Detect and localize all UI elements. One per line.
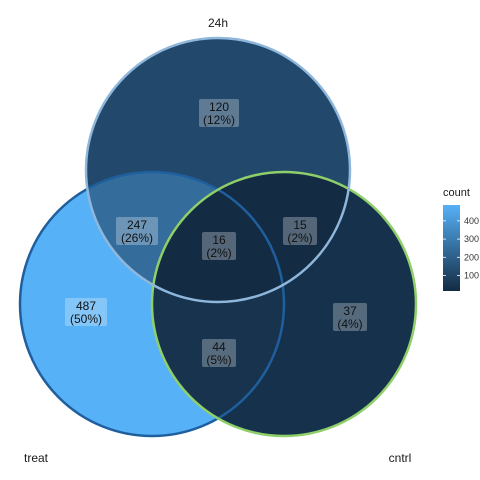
circle-24h: [84, 36, 352, 304]
set-label-treat: treat: [24, 451, 49, 465]
set-label-24h: 24h: [208, 16, 228, 30]
region-label-all-three: 16 (2%): [202, 232, 236, 260]
svg-text:(2%): (2%): [287, 231, 312, 245]
svg-text:(50%): (50%): [70, 312, 102, 326]
legend-colorbar: [443, 205, 460, 291]
legend-ticks: 400 300 200 100: [443, 216, 479, 281]
svg-text:37: 37: [343, 304, 357, 318]
svg-text:(5%): (5%): [206, 353, 231, 367]
circle-treat: [18, 170, 286, 438]
legend-tick-label: 400: [464, 216, 479, 226]
svg-text:(26%): (26%): [121, 231, 153, 245]
svg-text:(12%): (12%): [203, 113, 235, 127]
legend-tick-label: 100: [464, 271, 479, 281]
region-label-treat-cntrl: 44 (5%): [202, 339, 236, 367]
region-label-24h-cntrl: 15 (2%): [283, 217, 317, 245]
svg-text:247: 247: [127, 218, 147, 232]
region-all-three: [152, 172, 284, 302]
svg-text:120: 120: [209, 100, 229, 114]
svg-text:(2%): (2%): [206, 246, 231, 260]
circle-cntrl: [150, 170, 418, 438]
svg-text:44: 44: [212, 340, 226, 354]
svg-text:16: 16: [212, 233, 226, 247]
svg-text:15: 15: [293, 218, 307, 232]
region-label-24h-only: 120 (12%): [199, 99, 239, 127]
region-label-cntrl-only: 37 (4%): [333, 303, 367, 331]
legend-tick-label: 300: [464, 234, 479, 244]
legend: count 400 300 200 100: [443, 187, 479, 291]
region-label-24h-treat: 247 (26%): [116, 217, 158, 245]
legend-tick-label: 200: [464, 252, 479, 262]
svg-text:(4%): (4%): [337, 317, 362, 331]
svg-text:487: 487: [76, 299, 96, 313]
legend-title: count: [443, 187, 470, 199]
set-label-cntrl: cntrl: [389, 451, 412, 465]
region-label-treat-only: 487 (50%): [65, 298, 107, 326]
